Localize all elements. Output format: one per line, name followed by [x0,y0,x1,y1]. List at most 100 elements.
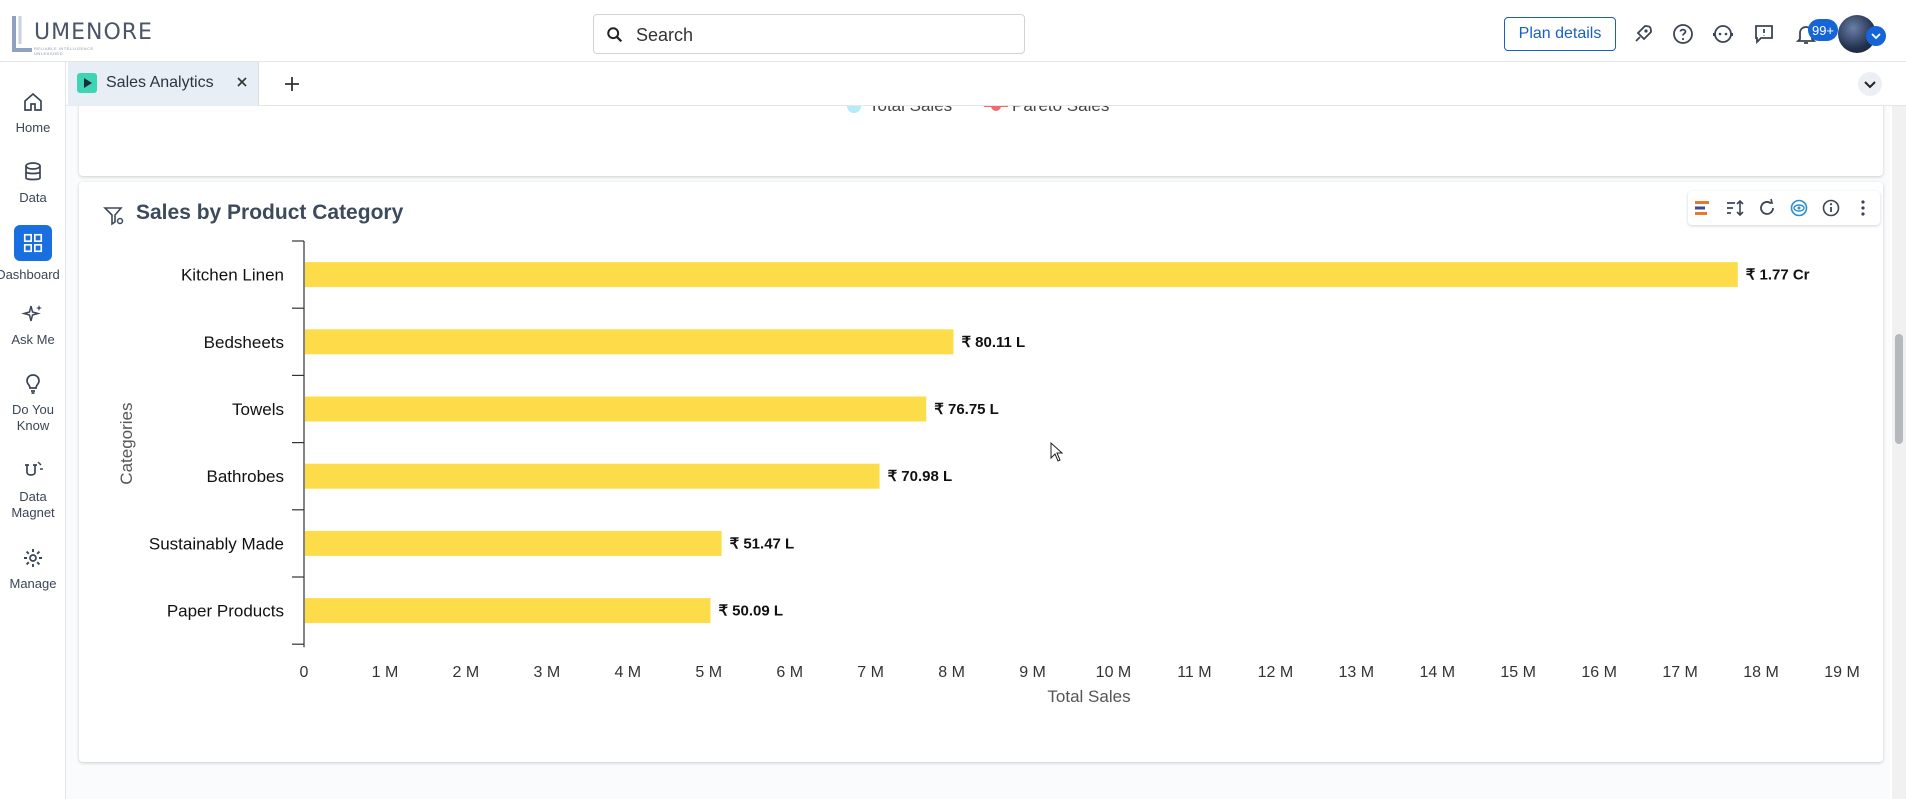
dashboard-icon [23,233,43,253]
x-tick-label: 17 M [1662,664,1698,681]
sidebar-item-label: Data Magnet [11,489,55,520]
x-axis-title: Total Sales [1047,687,1130,706]
sidebar-item-dashboard[interactable]: Dashboard [0,225,66,283]
bar [305,262,1738,288]
sidebar-item-label: Dashboard [0,267,60,282]
chevron-down-icon [1864,81,1876,89]
sidebar-item-do-you-know[interactable]: Do You Know [0,372,66,434]
x-tick-label: 6 M [776,664,803,681]
play-icon [84,78,92,88]
tabs-collapse-button[interactable] [1858,72,1882,96]
y-tick-label: Bedsheets [204,333,284,352]
data-label: ₹ 70.98 L [888,468,953,485]
mouse-cursor-icon [1050,442,1064,462]
x-tick-label: 19 M [1824,664,1860,681]
y-tick-label: Bathrobes [207,467,285,486]
legend-label: Pareto Sales [1012,106,1109,116]
more-options-icon[interactable] [1853,198,1873,218]
data-label: ₹ 1.77 Cr [1746,267,1810,284]
x-tick-label: 9 M [1019,664,1046,681]
sidebar-item-label: Manage [9,576,57,591]
feedback-icon[interactable] [1752,22,1776,46]
help-icon[interactable] [1671,22,1695,46]
sidebar-item-label: Data [19,190,47,205]
bar [305,530,722,556]
logo-mark-icon [12,16,32,52]
sidebar-item-ask-me[interactable]: Ask Me [0,302,66,348]
x-tick-label: 15 M [1500,664,1536,681]
sidebar-item-manage[interactable]: Manage [0,546,66,592]
info-icon[interactable] [1821,198,1841,218]
sidebar-item-home[interactable]: Home [0,90,66,136]
plan-details-button[interactable]: Plan details [1504,17,1616,51]
chart-toolbar [1688,191,1880,225]
data-label: ₹ 76.75 L [934,401,999,418]
data-label: ₹ 51.47 L [730,535,795,552]
tab-label: Sales Analytics [106,74,214,91]
sidebar-item-data-magnet[interactable]: Data Magnet [0,459,66,521]
y-tick-label: Paper Products [167,602,284,621]
app-logo[interactable]: UMENORE RELIABLE INTELLIGENCE UNLEASHED [12,16,152,56]
dashboard-canvas: Total Sales Pareto Sales Sales by Produc… [66,106,1890,799]
x-tick-label: 8 M [938,664,965,681]
tab-sales-analytics[interactable]: Sales Analytics [68,62,259,106]
legend-swatch [984,106,1008,111]
tab-bar: Sales Analytics [66,62,1906,106]
bar [305,463,880,489]
avatar-dropdown[interactable] [1866,26,1886,46]
search-placeholder: Search [636,25,694,45]
search-input[interactable]: Search [593,14,1025,54]
legend-label: Total Sales [869,106,952,116]
y-tick-label: Sustainably Made [149,534,284,553]
chart-card-sales-by-category: Sales by Product Category [79,182,1883,762]
y-tick-label: Towels [232,400,284,419]
home-icon [24,92,42,111]
x-tick-label: 13 M [1339,664,1375,681]
search-icon [607,27,623,43]
x-tick-label: 14 M [1419,664,1455,681]
bar [305,329,954,355]
y-tick-label: Kitchen Linen [181,266,284,285]
filter-settings-icon[interactable] [102,204,126,228]
bar [305,396,927,422]
sidebar-item-label: Home [15,120,51,135]
logo-text: UMENORE [34,20,153,45]
sidebar-item-label: Do You Know [12,402,54,433]
sidebar: Home Data Dashboard [0,62,66,799]
database-icon [25,162,41,181]
bar [305,598,711,624]
x-tick-label: 7 M [857,664,884,681]
x-tick-label: 1 M [372,664,399,681]
page-scrollbar[interactable] [1892,106,1906,799]
sort-icon[interactable] [1725,198,1745,218]
top-bar: UMENORE RELIABLE INTELLIGENCE UNLEASHED … [0,0,1906,62]
sidebar-item-data[interactable]: Data [0,160,66,206]
previous-chart-card [79,106,1883,176]
dashboard-icon-tile [14,225,52,261]
scrollbar-thumb[interactable] [1895,334,1903,444]
x-tick-label: 3 M [534,664,561,681]
x-tick-label: 18 M [1743,664,1779,681]
sparkle-icon [21,305,42,322]
close-icon[interactable] [234,74,250,90]
view-icon[interactable] [1789,198,1809,218]
y-axis-title: Categories [117,402,136,484]
sidebar-item-label: Ask Me [11,332,55,347]
magnet-icon [25,461,43,476]
refresh-icon[interactable] [1757,198,1777,218]
x-tick-label: 0 [300,664,309,681]
support-bot-icon[interactable] [1711,22,1735,46]
lightbulb-icon [26,374,40,394]
data-label: ₹ 50.09 L [718,603,783,620]
chevron-down-icon [1871,33,1881,40]
x-tick-label: 16 M [1581,664,1617,681]
gear-icon [24,549,42,567]
notification-badge: 99+ [1808,19,1838,41]
bar-chart: Kitchen Linen ₹ 1.77 Cr Bedsheets ₹ 80.11 L… [117,240,1860,706]
chart-title: Sales by Product Category [136,201,404,224]
add-tab-icon[interactable] [280,72,304,96]
data-label: ₹ 80.11 L [961,334,1025,351]
rocket-icon[interactable] [1631,22,1655,46]
chart-type-icon[interactable] [1693,198,1713,218]
x-tick-label: 4 M [614,664,641,681]
